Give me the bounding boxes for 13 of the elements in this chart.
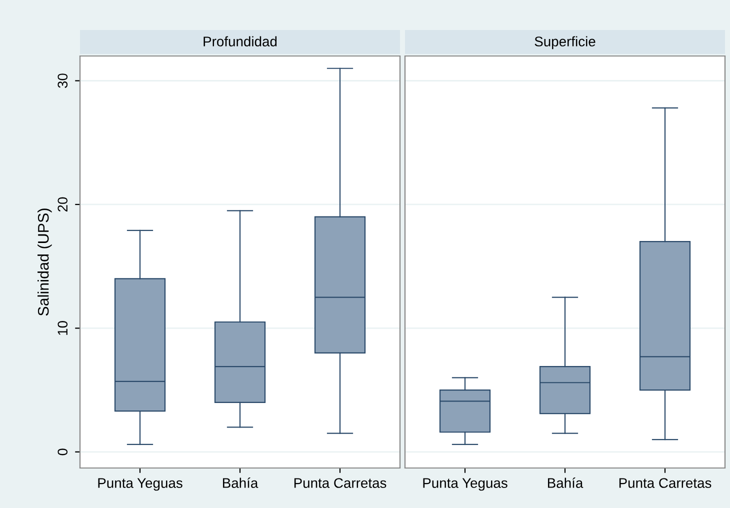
- x-tick-label: Punta Carretas: [294, 478, 386, 488]
- chart-title: Superficie: [534, 36, 596, 50]
- x-tick-label: Punta Carretas: [619, 478, 712, 488]
- y-tick-label: 10: [58, 321, 68, 335]
- y-tick-label: 20: [58, 197, 68, 212]
- y-tick-label: 30: [58, 74, 68, 88]
- x-tick-label: Bahía: [548, 478, 584, 488]
- x-tick-label: Bahía: [222, 478, 258, 488]
- y-axis-title: Salinidad (UPS): [38, 208, 52, 316]
- y-tick-label: 0: [58, 448, 68, 456]
- x-tick-label: Punta Yeguas: [423, 478, 508, 491]
- x-tick-label: Punta Yeguas: [98, 478, 182, 491]
- chart-title: Profundidad: [204, 36, 277, 46]
